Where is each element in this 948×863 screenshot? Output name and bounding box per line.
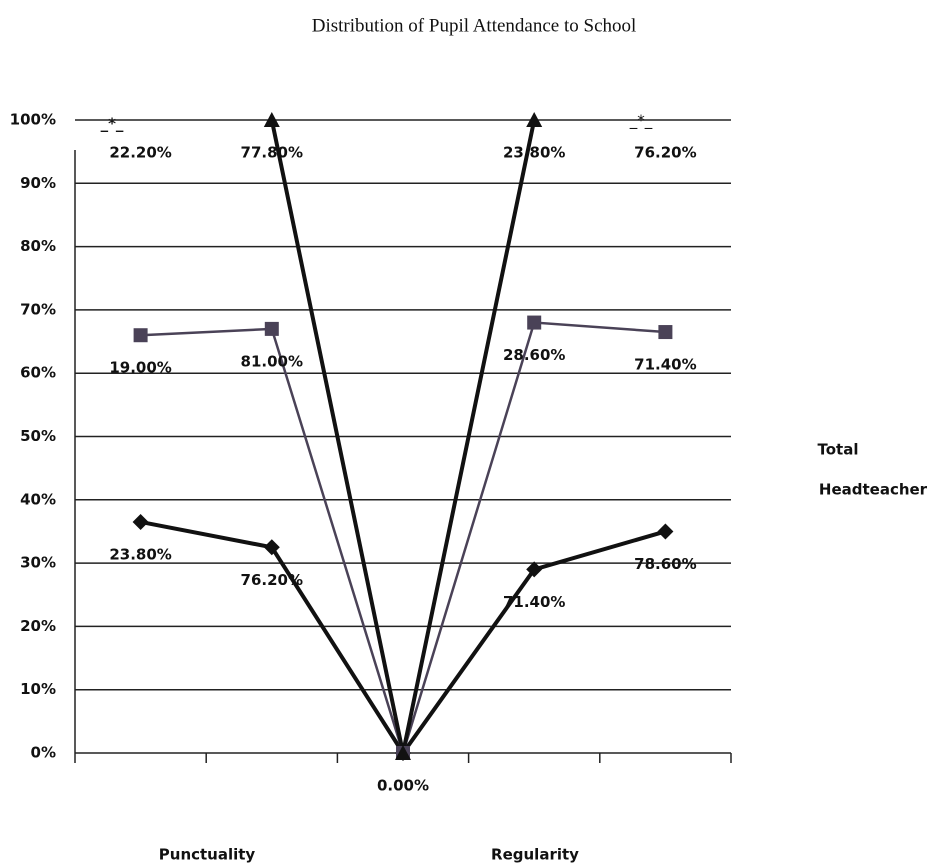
data-label: 22.20% <box>109 144 171 162</box>
data-label: 28.60% <box>503 346 565 364</box>
y-tick-label: 100% <box>10 111 56 129</box>
chart-title: Distribution of Pupil Attendance to Scho… <box>312 15 637 36</box>
y-tick-label: 0% <box>31 744 56 762</box>
point <box>658 325 673 340</box>
y-tick-label: 70% <box>20 300 56 318</box>
data-label: 23.80% <box>503 144 565 162</box>
annotation: _*_ <box>101 115 124 133</box>
data-label: 71.40% <box>634 356 696 374</box>
y-tick-label: 90% <box>20 174 56 192</box>
data-label: 71.40% <box>503 593 565 611</box>
data-label: 0.00% <box>377 777 429 795</box>
group-label: Regularity <box>491 846 579 863</box>
data-label: 76.20% <box>634 144 696 162</box>
series-line <box>140 519 666 757</box>
y-tick-label: 10% <box>20 680 56 698</box>
point <box>263 539 280 556</box>
annotation: _*_ <box>629 112 653 131</box>
point <box>395 745 411 760</box>
data-label: 77.80% <box>241 144 303 162</box>
point <box>526 561 543 578</box>
point <box>133 328 148 343</box>
point <box>526 112 543 127</box>
data-label: 81.00% <box>241 352 303 370</box>
data-label: 78.60% <box>634 555 696 573</box>
y-tick-label: 20% <box>20 617 56 635</box>
group-label: Punctuality <box>159 846 256 863</box>
y-tick-label: 80% <box>20 237 56 255</box>
data-label: 19.00% <box>109 359 171 377</box>
point <box>657 523 674 540</box>
point <box>264 321 279 336</box>
y-tick-label: 50% <box>20 427 56 445</box>
data-label: 23.80% <box>109 545 171 563</box>
point <box>527 315 542 330</box>
legend-label: Headteacher <box>819 481 928 499</box>
y-tick-label: 60% <box>20 364 56 382</box>
y-tick-label: 30% <box>20 554 56 572</box>
point <box>132 513 149 530</box>
point <box>263 112 280 127</box>
data-label: 76.20% <box>241 571 303 589</box>
legend-label: Total <box>818 441 859 459</box>
y-tick-label: 40% <box>20 490 56 508</box>
